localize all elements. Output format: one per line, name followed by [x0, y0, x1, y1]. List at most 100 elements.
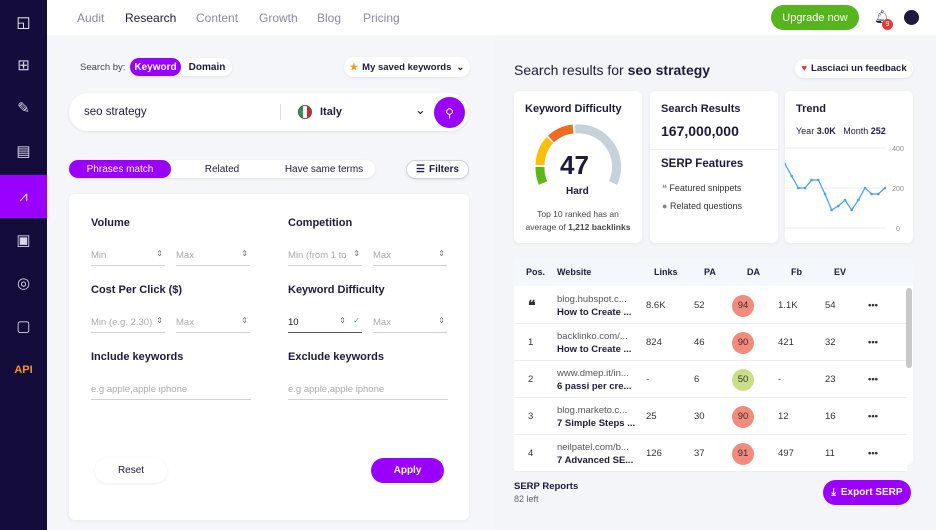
more-icon[interactable]: •••: [868, 337, 878, 348]
more-icon[interactable]: •••: [868, 374, 878, 385]
search-by-label: Search by:: [80, 62, 126, 73]
row-ev: 32: [825, 337, 836, 348]
account-icon[interactable]: [904, 10, 919, 25]
nav-research[interactable]: Research: [125, 11, 177, 25]
tab-same-terms[interactable]: Have same terms: [284, 163, 364, 175]
api-link[interactable]: API: [14, 363, 33, 376]
row-title[interactable]: 7 Advanced SE...: [557, 454, 634, 466]
table-row[interactable]: 2 www.dmep.it/in... 6 passi per cre... -…: [514, 361, 907, 398]
table-row[interactable]: 4 neilpatel.com/b... 7 Advanced SE... 12…: [514, 435, 907, 472]
domain-toggle[interactable]: Domain: [188, 61, 226, 73]
header-da[interactable]: DA: [747, 267, 760, 277]
kd-max[interactable]: Max ⇕: [373, 313, 447, 333]
row-url[interactable]: blog.hubspot.c...: [557, 293, 627, 305]
volume-min[interactable]: Min ⇕: [91, 246, 165, 266]
row-fb: -: [778, 374, 782, 385]
trend-point: [830, 208, 833, 212]
header-pos[interactable]: Pos.: [526, 267, 546, 277]
header-pa[interactable]: PA: [704, 267, 716, 277]
filters-button[interactable]: ☰ Filters: [406, 160, 469, 179]
nav-pricing[interactable]: Pricing: [363, 11, 400, 25]
more-icon[interactable]: •••: [868, 411, 878, 422]
row-position: 4: [528, 448, 534, 459]
trend-point: [883, 186, 887, 190]
row-da-badge: 94: [732, 294, 754, 317]
header-website[interactable]: Website: [557, 267, 592, 277]
chat-icon: ●: [662, 201, 668, 211]
saved-keywords-dropdown[interactable]: ★ My saved keywords ⌄: [344, 57, 470, 77]
row-title[interactable]: 6 passi per cre...: [557, 380, 632, 392]
gauge-yellow: [535, 136, 554, 166]
keyword-input[interactable]: seo strategy: [84, 106, 147, 118]
chevron-down-icon[interactable]: ⌄: [415, 102, 426, 117]
trend-card: [785, 91, 913, 243]
volume-max[interactable]: Max ⇕: [176, 246, 250, 266]
tab-phrases-match[interactable]: Phrases match: [69, 160, 171, 178]
nav-growth[interactable]: Growth: [259, 11, 298, 25]
row-title[interactable]: 7 Simple Steps ...: [557, 417, 636, 429]
exclude-input[interactable]: e.g apple,apple iphone: [288, 380, 448, 400]
export-serp-button[interactable]: ⤓ Export SERP: [823, 480, 911, 505]
table-row[interactable]: ❝ blog.hubspot.c... How to Create ... 8.…: [514, 287, 907, 324]
trend-point: [785, 162, 787, 166]
trend-point: [850, 208, 853, 212]
row-fb: 497: [778, 448, 794, 459]
reports-icon[interactable]: ▣: [16, 231, 31, 249]
cpc-max[interactable]: Max ⇕: [176, 313, 250, 333]
country-select[interactable]: Italy: [320, 106, 343, 118]
sidebar: ◱ ⊞ ✎ ▤ ⩘ ▣ ◎ ▢ API: [0, 0, 47, 530]
upgrade-button[interactable]: Upgrade now: [771, 5, 859, 30]
row-title[interactable]: How to Create ...: [557, 343, 632, 355]
row-url[interactable]: neilpatel.com/b...: [557, 441, 629, 453]
heart-icon: ♥: [801, 63, 808, 74]
include-input[interactable]: e.g apple,apple iphone: [91, 380, 251, 400]
kd-min[interactable]: 10 ⇕ ✓: [288, 313, 362, 333]
research-icon[interactable]: ⩘: [0, 175, 47, 218]
row-pa: 37: [694, 448, 705, 459]
row-links: 126: [646, 448, 662, 459]
star-icon: ★: [349, 61, 359, 73]
tab-related[interactable]: Related: [204, 163, 240, 175]
row-ev: 11: [825, 448, 835, 459]
profile-icon[interactable]: ▢: [16, 317, 31, 335]
trend-point: [810, 178, 813, 182]
nav-audit[interactable]: Audit: [77, 11, 105, 25]
feedback-button[interactable]: ♥ Lasciaci un feedback: [795, 59, 913, 78]
badge-icon[interactable]: ◎: [16, 274, 31, 292]
more-icon[interactable]: •••: [868, 300, 878, 311]
apply-button[interactable]: Apply: [371, 458, 444, 483]
search-bar: [69, 93, 469, 131]
competition-max[interactable]: Max ⇕: [373, 246, 447, 266]
competition-min[interactable]: Min (from 1 to ⇕: [288, 246, 362, 266]
more-icon[interactable]: •••: [868, 448, 878, 459]
y-tick-label: 200: [892, 186, 904, 193]
cpc-min[interactable]: Min (e.g. 2.30) ⇕: [91, 313, 165, 333]
gauge-green: [535, 166, 548, 185]
gauge-orange: [547, 124, 574, 143]
row-url[interactable]: www.dmep.it/in...: [557, 367, 629, 379]
content-icon[interactable]: ▤: [16, 142, 31, 160]
quote-icon: ❝: [528, 297, 536, 313]
nav-blog[interactable]: Blog: [317, 11, 342, 25]
header-fb[interactable]: Fb: [791, 267, 802, 277]
row-title[interactable]: How to Create ...: [557, 306, 632, 318]
dashboard-icon[interactable]: ⊞: [17, 56, 30, 74]
logo-icon[interactable]: ◱: [16, 13, 31, 31]
filters-label: Filters: [428, 164, 459, 175]
search-button[interactable]: ⚲: [434, 97, 465, 128]
reset-button[interactable]: Reset: [95, 458, 167, 483]
trend-line: [785, 163, 886, 212]
table-scrollbar[interactable]: [906, 288, 912, 368]
table-row[interactable]: 3 blog.marketo.c... 7 Simple Steps ... 2…: [514, 398, 907, 435]
header-ev[interactable]: EV: [834, 267, 847, 277]
y-tick-label: 0: [896, 226, 900, 233]
audit-icon[interactable]: ✎: [17, 99, 30, 117]
row-url[interactable]: blog.marketo.c...: [557, 404, 628, 416]
header-links[interactable]: Links: [654, 267, 678, 277]
keyword-toggle[interactable]: Keyword: [130, 58, 181, 76]
trend-point: [877, 192, 880, 196]
row-url[interactable]: backlinko.com/...: [557, 330, 628, 342]
row-links: 25: [646, 411, 657, 422]
nav-content[interactable]: Content: [196, 11, 239, 25]
table-row[interactable]: 1 backlinko.com/... How to Create ... 82…: [514, 324, 907, 361]
